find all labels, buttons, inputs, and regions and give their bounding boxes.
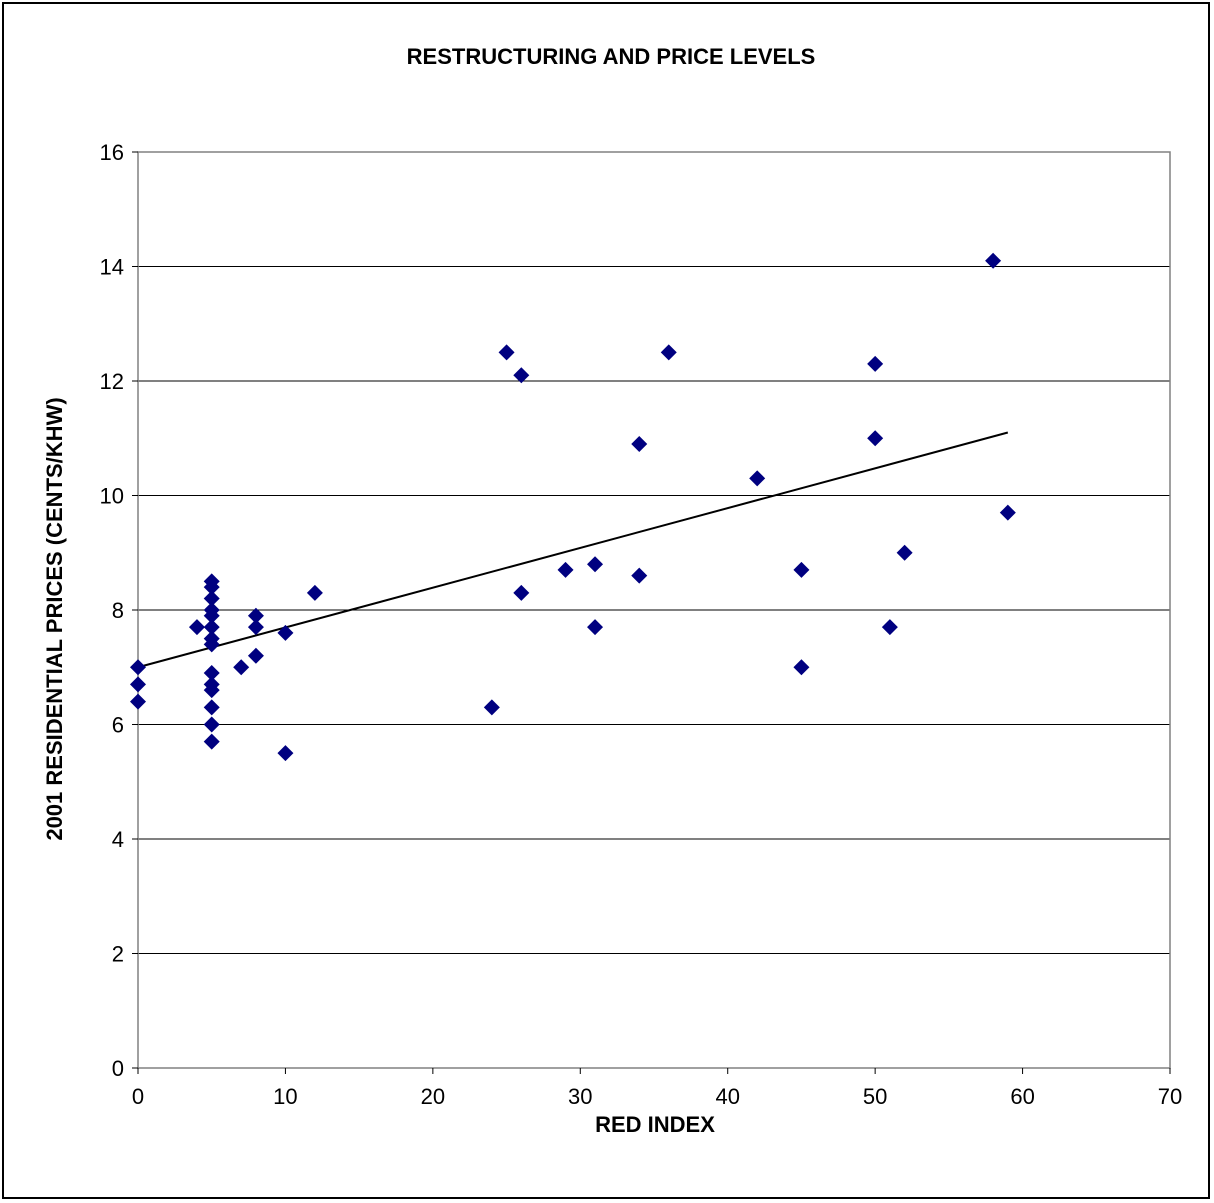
y-tick-label: 8 — [112, 598, 124, 623]
data-point — [203, 636, 220, 653]
y-tick-label: 6 — [112, 713, 124, 738]
y-tick-label: 16 — [100, 140, 124, 165]
y-axis-title: 2001 RESIDENTIAL PRICES (CENTS/KHW) — [42, 397, 67, 840]
data-point — [867, 355, 884, 372]
x-tick-label: 50 — [863, 1084, 887, 1109]
data-point — [306, 584, 323, 601]
data-point — [277, 745, 294, 762]
data-point — [749, 470, 766, 487]
data-point — [587, 556, 604, 573]
data-point — [513, 584, 530, 601]
y-tick-label: 2 — [112, 942, 124, 967]
data-point — [247, 619, 264, 636]
data-point — [660, 344, 677, 361]
data-point — [483, 699, 500, 716]
data-point — [277, 624, 294, 641]
data-point — [557, 561, 574, 578]
x-tick-label: 0 — [132, 1084, 144, 1109]
data-point — [203, 579, 220, 596]
data-point — [587, 619, 604, 636]
x-tick-label: 60 — [1010, 1084, 1034, 1109]
data-point — [130, 676, 146, 693]
data-point — [867, 430, 884, 447]
y-tick-label: 10 — [100, 484, 124, 509]
y-tick-label: 14 — [100, 255, 124, 280]
data-point — [233, 659, 250, 676]
data-point — [130, 693, 146, 710]
x-axis-title: RED INDEX — [595, 1112, 715, 1137]
data-point — [203, 664, 220, 681]
data-point — [247, 607, 264, 624]
data-point — [985, 252, 1002, 269]
data-point — [130, 659, 146, 676]
x-tick-label: 70 — [1158, 1084, 1182, 1109]
y-tick-label: 4 — [112, 827, 124, 852]
data-point — [203, 619, 220, 636]
data-point — [247, 647, 264, 664]
data-point — [203, 682, 220, 699]
y-tick-label: 12 — [100, 369, 124, 394]
x-tick-label: 20 — [421, 1084, 445, 1109]
data-point — [513, 367, 530, 384]
data-point — [203, 607, 220, 624]
data-point — [999, 504, 1016, 521]
data-point — [881, 619, 898, 636]
x-axis-ticks: 0 10 20 30 40 50 60 70 — [132, 1068, 1182, 1109]
data-point — [203, 699, 220, 716]
data-points — [130, 252, 1016, 762]
data-point — [203, 716, 220, 733]
data-point — [203, 733, 220, 750]
x-tick-label: 10 — [273, 1084, 297, 1109]
data-point — [188, 619, 205, 636]
x-tick-label: 40 — [715, 1084, 739, 1109]
gridlines — [138, 151, 1170, 954]
data-point — [631, 435, 648, 452]
trendline — [137, 431, 1009, 669]
data-point — [793, 561, 810, 578]
y-tick-label: 0 — [112, 1056, 124, 1081]
data-point — [203, 590, 220, 607]
x-tick-label: 30 — [568, 1084, 592, 1109]
chart-title: RESTRUCTURING AND PRICE LEVELS — [407, 44, 816, 69]
data-point — [896, 544, 913, 561]
data-point — [793, 659, 810, 676]
y-axis-ticks: 0 2 4 6 8 10 12 14 16 — [100, 140, 138, 1081]
data-point — [498, 344, 515, 361]
data-point — [631, 567, 648, 584]
